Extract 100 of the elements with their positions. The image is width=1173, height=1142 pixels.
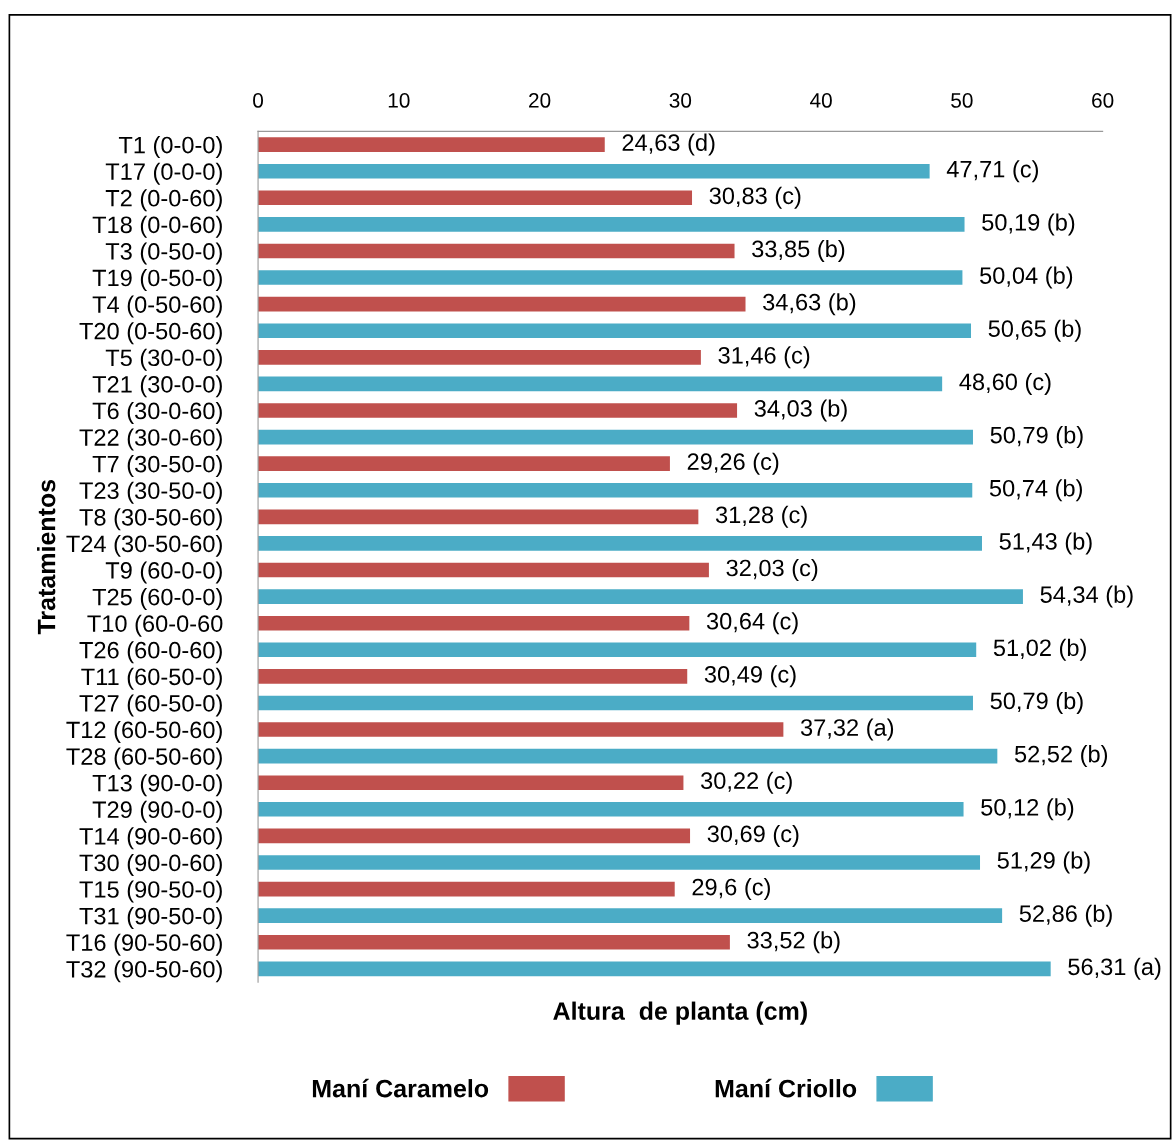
data-label: 34,63 (b) bbox=[763, 293, 856, 316]
y-tick-label: T32 (90-50-60) bbox=[66, 960, 222, 983]
y-tick-label: T5 (30-0-0) bbox=[105, 348, 222, 371]
data-label: 47,71 (c) bbox=[946, 160, 1038, 183]
y-tick-label: T30 (90-0-60) bbox=[79, 853, 222, 876]
y-tick-label: T15 (90-50-0) bbox=[79, 880, 222, 903]
data-label: 33,52 (b) bbox=[747, 931, 840, 954]
y-tick-label: T4 (0-50-60) bbox=[92, 295, 222, 318]
x-tick-label: 40 bbox=[809, 93, 832, 108]
x-tick-label: 30 bbox=[669, 93, 692, 108]
bar bbox=[258, 775, 684, 791]
bar bbox=[258, 429, 973, 445]
data-label: 50,19 (b) bbox=[982, 213, 1075, 236]
y-tick-label: T2 (0-0-60) bbox=[105, 189, 222, 212]
data-label: 32,03 (c) bbox=[726, 559, 818, 582]
legend-label: Maní Criollo bbox=[715, 1078, 857, 1098]
bar bbox=[258, 934, 730, 950]
bar bbox=[258, 748, 998, 764]
x-tick-label: 50 bbox=[951, 93, 973, 108]
data-label: 29,6 (c) bbox=[692, 878, 770, 901]
y-tick-label: T29 (90-0-0) bbox=[92, 800, 222, 823]
bar bbox=[258, 376, 943, 392]
bar bbox=[258, 323, 972, 339]
data-label: 29,26 (c) bbox=[687, 452, 779, 475]
data-label: 30,49 (c) bbox=[704, 665, 796, 688]
bar bbox=[258, 137, 605, 152]
bar bbox=[258, 642, 977, 658]
bar bbox=[258, 695, 973, 711]
y-tick-label: T18 (0-0-60) bbox=[92, 215, 222, 238]
y-tick-label: T23 (30-50-0) bbox=[79, 481, 222, 504]
bar bbox=[258, 482, 973, 498]
bar bbox=[258, 270, 963, 285]
x-tick-label: 20 bbox=[529, 93, 551, 108]
data-label: 30,22 (c) bbox=[701, 771, 792, 794]
y-tick-label: T17 (0-0-0) bbox=[105, 162, 222, 185]
bar bbox=[258, 350, 701, 365]
y-tick-label: T21 (30-0-0) bbox=[92, 375, 222, 398]
data-label: 51,43 (b) bbox=[999, 532, 1092, 555]
bar bbox=[258, 456, 670, 471]
data-label: 50,79 (b) bbox=[990, 426, 1083, 449]
bar bbox=[258, 828, 691, 844]
bar bbox=[258, 163, 930, 179]
y-tick-label: T6 (30-0-60) bbox=[92, 401, 222, 424]
data-label: 50,79 (b) bbox=[990, 691, 1083, 714]
data-label: 52,52 (b) bbox=[1014, 745, 1108, 768]
data-label: 30,69 (c) bbox=[707, 824, 799, 847]
y-tick-label: T20 (0-50-60) bbox=[79, 322, 222, 345]
x-tick-label: 10 bbox=[388, 93, 410, 108]
bar bbox=[258, 908, 1003, 923]
data-label: 30,64 (c) bbox=[706, 612, 798, 635]
bar bbox=[258, 243, 735, 259]
x-axis-title: Altura de planta (cm) bbox=[553, 1001, 807, 1025]
bar bbox=[258, 801, 964, 817]
bar bbox=[258, 855, 981, 870]
bar bbox=[258, 509, 699, 525]
bar bbox=[258, 217, 965, 232]
data-label: 48,60 (c) bbox=[959, 372, 1051, 395]
bar bbox=[258, 722, 784, 737]
y-tick-label: T24 (30-50-60) bbox=[66, 534, 222, 557]
data-label: 52,86 (b) bbox=[1019, 904, 1112, 927]
data-label: 51,29 (b) bbox=[997, 851, 1090, 874]
legend-label: Maní Caramelo bbox=[312, 1078, 489, 1098]
data-label: 31,28 (c) bbox=[715, 505, 807, 528]
x-tick-label: 60 bbox=[1092, 93, 1114, 108]
data-label: 50,74 (b) bbox=[989, 479, 1082, 502]
data-label: 24,63 (d) bbox=[622, 133, 715, 156]
y-tick-label: T8 (30-50-60) bbox=[79, 508, 222, 531]
data-label: 34,03 (b) bbox=[754, 399, 847, 422]
data-label: 50,65 (b) bbox=[988, 319, 1081, 342]
bar bbox=[258, 961, 1051, 977]
y-tick-label: T1 (0-0-0) bbox=[118, 136, 222, 159]
y-tick-label: T26 (60-0-60) bbox=[79, 641, 222, 664]
data-label: 50,04 (b) bbox=[980, 266, 1073, 289]
y-tick-label: T13 (90-0-0) bbox=[92, 774, 222, 797]
bar bbox=[258, 403, 738, 418]
bar bbox=[258, 190, 693, 206]
y-tick-label: T7 (30-50-0) bbox=[92, 455, 222, 478]
bar bbox=[258, 536, 982, 551]
data-label: 54,34 (b) bbox=[1040, 585, 1133, 608]
data-label: 33,85 (b) bbox=[752, 239, 845, 262]
y-axis-title: Tratamientos bbox=[37, 479, 56, 635]
y-tick-label: T19 (0-50-0) bbox=[92, 269, 222, 291]
bar bbox=[258, 669, 688, 684]
y-tick-label: T31 (90-50-0) bbox=[79, 907, 222, 930]
data-label: 56,31 (a) bbox=[1068, 957, 1161, 980]
bar bbox=[258, 881, 675, 897]
y-tick-label: T28 (60-50-60) bbox=[66, 747, 222, 770]
bar bbox=[258, 615, 690, 631]
y-tick-label: T9 (60-0-0) bbox=[105, 561, 222, 584]
y-tick-label: T16 (90-50-60) bbox=[66, 933, 222, 956]
bar bbox=[258, 562, 709, 578]
y-tick-label: T3 (0-50-0) bbox=[105, 242, 222, 265]
y-tick-label: T22 (30-0-60) bbox=[79, 428, 222, 451]
data-label: 51,02 (b) bbox=[993, 638, 1086, 661]
data-label: 31,46 (c) bbox=[718, 346, 810, 369]
y-tick-label: T14 (90-0-60) bbox=[79, 827, 222, 850]
y-tick-label: T12 (60-50-60) bbox=[66, 720, 222, 743]
y-tick-label: T25 (60-0-0) bbox=[92, 588, 222, 611]
data-label: 30,83 (c) bbox=[709, 186, 801, 209]
x-tick-label: 0 bbox=[253, 93, 264, 108]
